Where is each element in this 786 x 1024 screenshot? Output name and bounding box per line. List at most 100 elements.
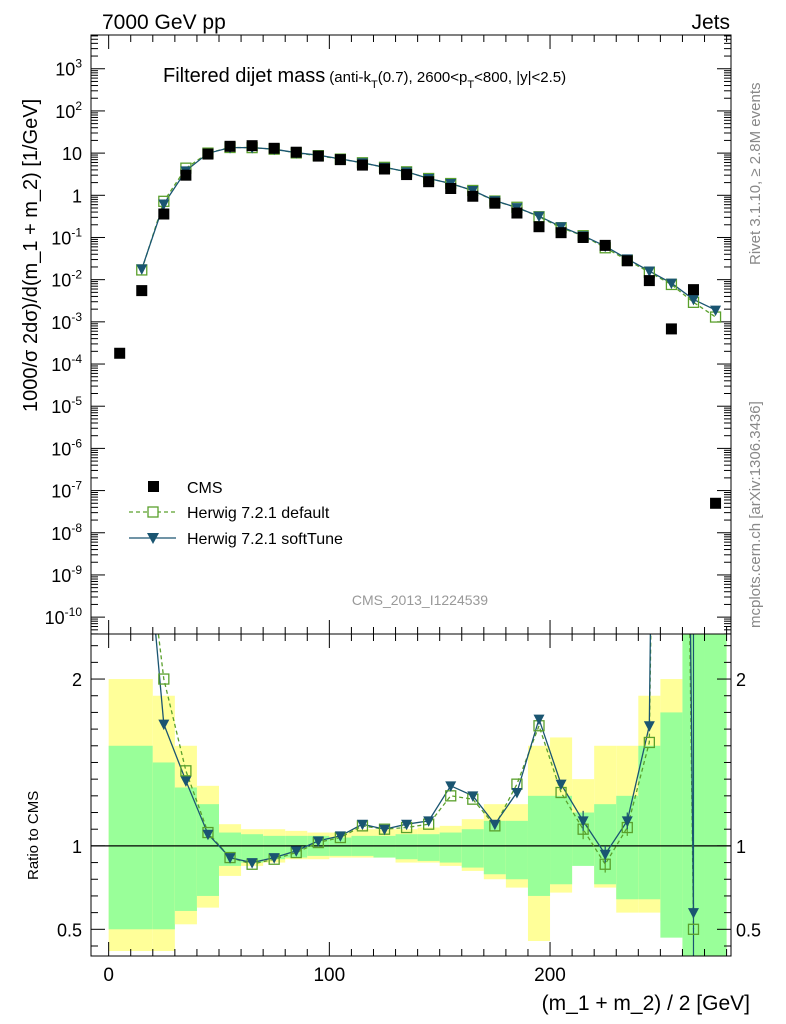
legend-soft-marker	[147, 533, 159, 544]
cms-marker	[621, 255, 633, 267]
ratio-default-marker	[158, 673, 170, 685]
title-post: <800, |y|<2.5)	[474, 69, 566, 86]
cms-marker	[665, 323, 677, 335]
ratio-softtune-marker	[511, 787, 523, 799]
cms-marker	[577, 231, 589, 243]
cms-marker	[643, 275, 655, 287]
ratio-softtune-marker	[643, 721, 655, 732]
header-process: Jets	[691, 11, 730, 34]
ratio-band-inner	[505, 820, 528, 880]
ratio-frame	[90, 633, 732, 957]
cms-marker	[710, 497, 722, 509]
ratio-softtune-line	[155, 634, 695, 913]
ratio-band-inner	[108, 745, 153, 930]
y-tick-label: 10-2	[51, 268, 82, 291]
y-tick-label: 10-7	[51, 479, 82, 502]
cms-marker	[687, 284, 699, 296]
cms-marker	[467, 190, 479, 202]
ratio-softtune-marker	[687, 908, 699, 919]
cms-marker	[356, 159, 368, 171]
legend-default-marker	[147, 506, 159, 518]
y-tick-label: 10-5	[51, 394, 82, 417]
x-tick-label: 200	[534, 965, 566, 986]
cms-marker	[445, 182, 457, 194]
x-tick-label: 0	[103, 965, 114, 986]
cms-marker	[533, 221, 545, 233]
legend-soft-label: Herwig 7.2.1 softTune	[187, 531, 343, 548]
ratio-band-inner	[417, 834, 440, 861]
cms-marker	[379, 163, 391, 175]
y-tick-label: 10-9	[51, 563, 82, 586]
cms-marker	[290, 146, 302, 158]
ratio-y-tick-label-right: 0.5	[736, 920, 761, 940]
ratio-default-marker	[687, 923, 700, 935]
title-sub1: T	[371, 79, 378, 91]
ratio-band-inner	[550, 795, 573, 885]
softtune-marker	[687, 294, 699, 306]
legend-cms-marker	[148, 481, 159, 492]
ratio-softtune-marker	[599, 849, 611, 861]
legend: CMS Herwig 7.2.1 default Herwig 7.2.1 so…	[129, 480, 343, 548]
cms-marker	[599, 239, 611, 251]
ratio-softtune-marker	[423, 816, 435, 827]
ratio-softtune-marker	[379, 824, 391, 836]
ratio-uncertainty-bands	[108, 634, 727, 956]
title-mid: (0.7), 2600<p	[378, 69, 468, 86]
y-tick-label: 10-8	[51, 521, 82, 544]
y-tick-label: 10-4	[51, 352, 82, 375]
x-axis-title: (m_1 + m_2) / 2 [GeV]	[542, 992, 750, 1015]
cms-marker	[180, 169, 192, 181]
cms-marker	[401, 169, 413, 181]
cms-marker	[246, 140, 258, 152]
softtune-marker	[136, 264, 148, 275]
ratio-y-tick-label-right: 1	[736, 837, 746, 857]
ratio-series	[155, 634, 700, 956]
ratio-band-inner	[196, 804, 219, 896]
title-pre: (anti-k	[329, 69, 371, 86]
ratio-y-tick-label: 2	[72, 670, 82, 690]
ratio-y-axis-title: Ratio to CMS	[25, 791, 42, 880]
ratio-softtune-marker	[555, 779, 567, 791]
ratio-softtune-marker	[401, 819, 413, 831]
analysis-label: CMS_2013_I1224539	[352, 592, 488, 608]
main-panel: 10-10 10-9 10-8 10-7 10-6 10-5 10-4 10-3 10-2 10-…	[45, 35, 731, 635]
title-main: Filtered dijet mass	[163, 65, 325, 87]
ratio-softtune-marker	[180, 776, 192, 787]
ratio-softtune-marker	[290, 846, 302, 857]
ratio-softtune-marker	[268, 853, 280, 864]
y-tick-label: 10-10	[45, 605, 83, 628]
cms-marker	[312, 150, 324, 162]
ratio-softtune-marker	[445, 781, 457, 792]
side-label-mcplots: mcplots.cern.ch [arXiv:1306.3436]	[747, 401, 764, 628]
ratio-band-inner	[638, 745, 661, 900]
cms-marker	[489, 197, 501, 209]
y-tick-label: 102	[55, 99, 82, 122]
softtune-marker	[643, 266, 655, 278]
x-tick-label: 100	[313, 965, 345, 986]
cms-marker	[158, 208, 170, 220]
cms-marker	[334, 154, 346, 166]
softtune-marker	[533, 211, 545, 223]
y-tick-label: 1	[72, 186, 82, 206]
ratio-band-inner	[241, 834, 264, 863]
legend-default-label: Herwig 7.2.1 default	[187, 505, 330, 522]
ratio-default-marker	[643, 736, 655, 749]
cms-marker	[224, 140, 236, 152]
title-sub2: T	[467, 79, 474, 91]
y-tick-label: 10	[62, 144, 82, 164]
ratio-softtune-marker	[356, 819, 368, 831]
ratio-softtune-marker	[533, 714, 545, 726]
cms-marker	[555, 227, 567, 239]
ratio-softtune-marker	[467, 791, 479, 802]
ratio-softtune-marker	[489, 819, 501, 831]
cms-marker	[511, 207, 523, 219]
y-tick-label: 103	[55, 57, 82, 80]
softtune-marker	[665, 278, 677, 290]
ratio-softtune-marker	[621, 816, 633, 827]
ratio-y-tick-label: 0.5	[57, 920, 82, 940]
ratio-band-inner	[395, 834, 418, 860]
ratio-band-inner	[373, 835, 396, 858]
ratio-band-inner	[263, 835, 286, 860]
ratio-band-inner	[461, 829, 484, 868]
